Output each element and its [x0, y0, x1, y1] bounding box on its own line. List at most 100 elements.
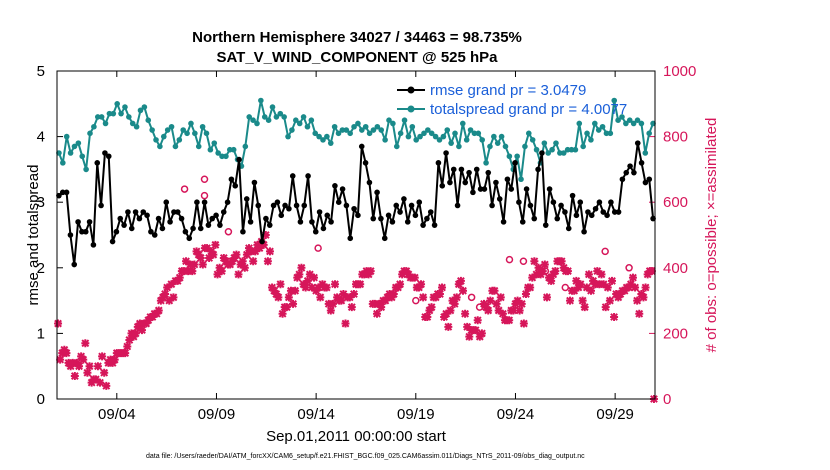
obs-assimilated-glyph — [56, 355, 65, 364]
rmse-point — [611, 209, 618, 215]
rmse-point — [489, 202, 495, 209]
obs-assimilated-point — [81, 339, 90, 348]
obs-assimilated-glyph — [184, 267, 193, 276]
totalspread-series — [56, 97, 656, 183]
rmse-point — [205, 222, 212, 228]
obs-possible-point — [475, 303, 484, 311]
obs-assimilated-point — [62, 349, 71, 358]
obs-assimilated-point — [314, 283, 323, 292]
obs-assimilated-glyph — [324, 299, 333, 308]
legend-spread-marker — [407, 105, 415, 113]
obs-assimilated-glyph — [521, 290, 530, 299]
obs-assimilated-glyph — [247, 247, 256, 256]
obs-assimilated-glyph — [217, 267, 226, 276]
totalspread-point — [491, 133, 497, 140]
rmse-point — [531, 215, 538, 222]
obs-assimilated-glyph — [595, 280, 604, 289]
rmse-point — [278, 212, 285, 219]
rmse-point — [243, 196, 250, 202]
y-right-tick-label: 1000 — [663, 63, 696, 80]
rmse-point — [627, 163, 633, 169]
rmse-point — [404, 219, 411, 225]
obs-assimilated-glyph — [175, 273, 184, 282]
obs-assimilated-glyph — [70, 372, 79, 381]
obs-assimilated-glyph — [423, 313, 432, 321]
chart-title: Northern Hemisphere 34027 / 34463 = 98.7… — [192, 29, 522, 46]
rmse-point — [94, 160, 101, 166]
obs-assimilated-point — [578, 296, 587, 305]
rmse-point — [381, 235, 388, 242]
rmse-point — [512, 160, 518, 166]
rmse-point — [477, 186, 484, 192]
obs-assimilated-point — [626, 280, 635, 289]
totalspread-point — [184, 130, 190, 137]
obs-assimilated-point — [75, 362, 84, 371]
y-left-tick-label: 1 — [37, 325, 45, 342]
x-tick-label: 09/04 — [98, 406, 136, 423]
totalspread-point — [366, 130, 373, 137]
obs-possible-point — [467, 293, 476, 302]
rmse-point — [408, 202, 415, 209]
obs-assimilated-glyph — [182, 257, 191, 266]
totalspread-point — [518, 176, 524, 183]
rmse-point — [297, 219, 304, 225]
obs-assimilated-glyph — [435, 290, 444, 299]
rmse-point — [378, 215, 384, 222]
rmse-point — [569, 192, 576, 199]
rmse-point — [140, 209, 147, 215]
rmse-point — [539, 150, 545, 156]
obs-assimilated-glyph — [540, 260, 549, 269]
rmse-point — [339, 186, 346, 192]
obs-assimilated-point — [137, 326, 146, 335]
obs-assimilated-point — [167, 280, 176, 289]
x-tick-label: 09/19 — [397, 406, 435, 423]
obs-assimilated-point — [438, 283, 447, 292]
obs-assimilated-point — [238, 257, 247, 266]
rmse-point — [650, 215, 656, 222]
obs-assimilated-point — [249, 257, 258, 266]
totalspread-point — [413, 137, 419, 143]
obs-assimilated-glyph — [605, 296, 614, 305]
rmse-point — [259, 238, 265, 245]
obs-assimilated-point — [274, 293, 283, 302]
obs-assimilated-point — [123, 342, 132, 351]
totalspread-point — [545, 150, 552, 156]
obs-assimilated-point — [473, 316, 482, 325]
obs-assimilated-point — [517, 299, 526, 308]
y-right-tick-label: 800 — [663, 129, 688, 146]
obs-assimilated-point — [169, 293, 178, 302]
obs-assimilated-glyph — [263, 257, 272, 266]
obs-assimilated-point — [599, 280, 608, 289]
totalspread-point — [557, 150, 563, 156]
obs-assimilated-glyph — [631, 283, 640, 292]
rmse-point — [374, 189, 380, 196]
obs-possible-point — [505, 255, 514, 264]
totalspread-point — [281, 114, 287, 120]
obs-assimilated-point — [265, 247, 274, 256]
obs-assimilated-point — [530, 257, 539, 266]
rmse-point — [136, 215, 143, 222]
totalspread-point — [157, 143, 163, 150]
obs-assimilated-glyph — [532, 270, 541, 279]
obs-assimilated-point — [427, 303, 436, 312]
obs-assimilated-glyph — [278, 309, 287, 318]
totalspread-point — [335, 130, 342, 137]
obs-assimilated-glyph — [366, 267, 375, 276]
rmse-point — [79, 228, 85, 235]
rmse-point — [420, 222, 426, 228]
obs-assimilated-point — [442, 309, 451, 318]
rmse-point — [148, 228, 154, 235]
obs-assimilated-glyph — [349, 290, 358, 299]
obs-assimilated-glyph — [551, 267, 560, 276]
obs-assimilated-point — [528, 273, 537, 282]
rmse-point — [596, 199, 603, 205]
obs-assimilated-point — [584, 270, 593, 279]
rmse-point — [573, 212, 580, 219]
rmse-point — [236, 156, 242, 163]
obs-assimilated-point — [576, 280, 585, 289]
obs-assimilated-glyph — [165, 296, 174, 305]
rmse-point — [82, 228, 89, 235]
obs-assimilated-glyph — [517, 299, 526, 308]
totalspread-point — [106, 110, 113, 117]
rmse-point — [335, 199, 342, 205]
